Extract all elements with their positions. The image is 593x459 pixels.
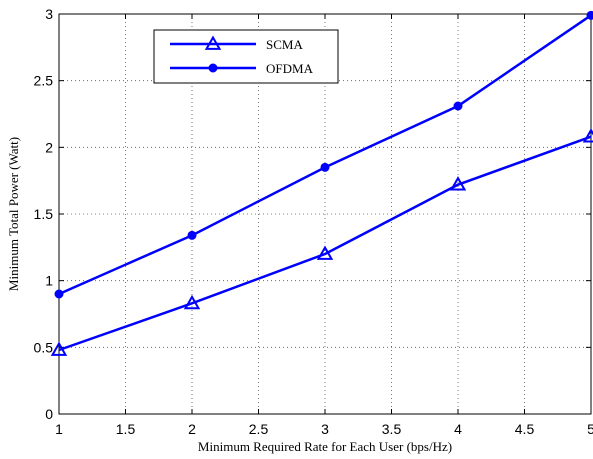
- data-point-ofdma: [453, 101, 463, 111]
- y-tick-label: 2.5: [34, 73, 54, 89]
- series-line-scma: [58, 135, 592, 352]
- data-point-ofdma: [320, 162, 330, 172]
- axis-ticks: 1 1.5 2 2.5 3 3.5 4 4.5 5 0 0.5 1 1.5 2 2.5 3: [34, 6, 593, 437]
- y-axis-label: Minimum Total Power (Watt): [6, 137, 21, 291]
- x-tick-label: 3: [321, 421, 329, 437]
- data-point-ofdma: [187, 230, 197, 240]
- x-tick-label: 3.5: [382, 421, 402, 437]
- x-axis-label: Minimum Required Rate for Each User (bps…: [198, 439, 452, 454]
- x-tick-label: 2: [188, 421, 196, 437]
- data-point-scma: [449, 176, 467, 191]
- legend-marker-scma: [204, 35, 222, 50]
- data-point-scma: [316, 245, 334, 260]
- y-tick-label: 1: [45, 273, 53, 289]
- legend-label-ofdma: OFDMA: [266, 61, 314, 76]
- data-point-ofdma: [586, 10, 593, 20]
- data-point-scma: [183, 294, 201, 310]
- legend-label-scma: SCMA: [266, 37, 303, 52]
- x-tick-label: 2.5: [249, 421, 269, 437]
- y-tick-label: 0: [45, 406, 53, 422]
- grid-lines: [59, 14, 591, 414]
- y-tick-label: 3: [45, 6, 53, 22]
- legend-box: [153, 29, 339, 84]
- legend-marker-ofdma: [208, 63, 218, 73]
- y-tick-label: 1.5: [34, 206, 54, 222]
- data-point-scma: [50, 341, 68, 356]
- legend: SCMA OFDMA: [153, 29, 339, 84]
- y-tick-label: 0.5: [34, 339, 54, 355]
- x-tick-label: 5: [587, 421, 593, 437]
- x-tick-label: 4: [454, 421, 462, 437]
- data-point-scma: [582, 128, 593, 143]
- data-point-ofdma: [54, 289, 64, 299]
- x-tick-label: 1.5: [116, 421, 136, 437]
- series-group: [50, 10, 593, 356]
- x-tick-label: 1: [55, 421, 63, 437]
- y-tick-label: 2: [45, 139, 53, 155]
- x-tick-label: 4.5: [515, 421, 535, 437]
